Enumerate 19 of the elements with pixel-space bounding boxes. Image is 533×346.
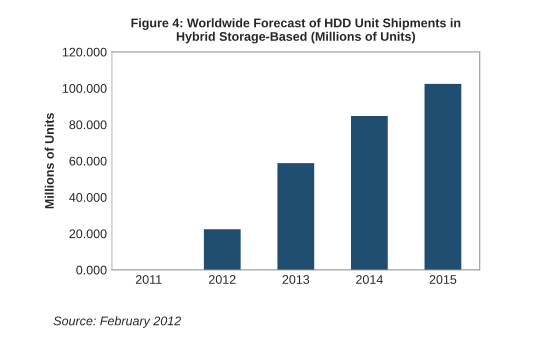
y-tick-label: 0.000 <box>76 266 107 275</box>
y-tick-label: 20.000 <box>69 229 107 238</box>
y-tick-label: 120.000 <box>62 48 107 57</box>
bar <box>204 229 241 270</box>
bar <box>277 163 314 270</box>
y-tick-label: 100.000 <box>62 84 107 93</box>
x-tick-label: 2013 <box>282 275 310 284</box>
y-axis-title: Millions of Units <box>44 113 54 208</box>
bar <box>424 84 462 270</box>
y-tick-label: 40.000 <box>69 193 107 202</box>
source-note: Source: February 2012 <box>54 316 181 328</box>
x-tick-label: 2012 <box>208 275 236 284</box>
y-tick-label: 80.000 <box>69 120 107 130</box>
bar <box>350 116 388 270</box>
x-tick-label: 2011 <box>136 275 162 284</box>
x-tick-label: 2014 <box>356 275 383 284</box>
y-tick-label: 60.000 <box>69 156 107 166</box>
x-tick-label: 2015 <box>430 275 456 284</box>
chart-title: Figure 4: Worldwide Forecast of HDD Unit Shipments in Hybrid Storage-Based (Millions of Units) <box>131 18 460 44</box>
